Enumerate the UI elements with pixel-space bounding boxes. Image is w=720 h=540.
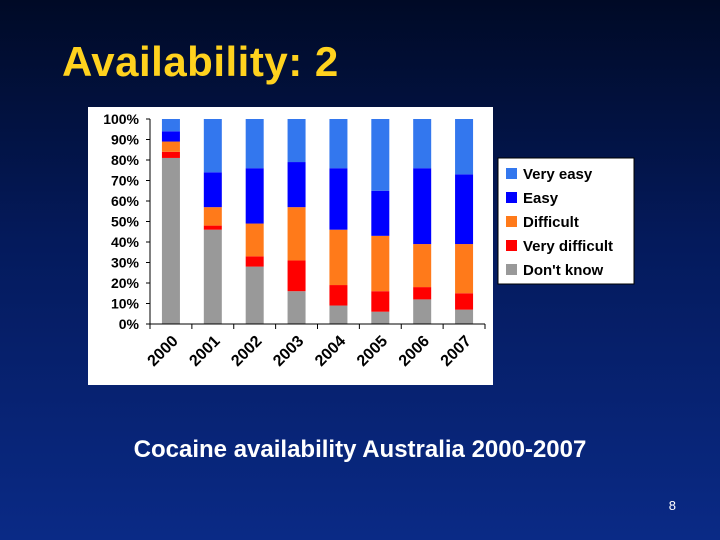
bar-segment bbox=[203, 229, 222, 324]
legend-swatch bbox=[506, 264, 517, 275]
bar-segment bbox=[203, 225, 222, 230]
legend-swatch bbox=[506, 216, 517, 227]
y-tick-label: 90% bbox=[111, 132, 140, 148]
slide-title: Availability: 2 bbox=[62, 38, 339, 85]
bar-segment bbox=[329, 229, 348, 286]
legend-box bbox=[497, 157, 635, 285]
y-tick-label: 40% bbox=[111, 234, 140, 250]
bar-segment bbox=[287, 260, 306, 292]
legend-swatch bbox=[506, 240, 517, 251]
legend-label: Very difficult bbox=[523, 238, 613, 255]
legend-swatch bbox=[506, 168, 517, 179]
y-tick-label: 20% bbox=[111, 275, 140, 291]
legend-label: Very easy bbox=[523, 166, 593, 183]
slide-number: 8 bbox=[668, 498, 676, 513]
bar-segment bbox=[329, 305, 348, 324]
bar-segment bbox=[329, 168, 348, 230]
y-tick-label: 80% bbox=[111, 152, 140, 168]
bar-segment bbox=[371, 291, 390, 312]
y-tick-label: 10% bbox=[111, 296, 140, 312]
bar-segment bbox=[287, 207, 306, 261]
bar-segment bbox=[287, 291, 306, 324]
bar-segment bbox=[371, 311, 390, 324]
y-tick-label: 60% bbox=[111, 193, 140, 209]
bars bbox=[161, 119, 474, 324]
bar-segment bbox=[203, 207, 222, 226]
bar-segment bbox=[245, 119, 264, 169]
y-tick-label: 30% bbox=[111, 255, 140, 271]
bar-segment bbox=[245, 266, 264, 324]
chart-legend: Very easy Easy Difficult Very difficult Don'… bbox=[497, 157, 635, 285]
bar-segment bbox=[161, 151, 180, 158]
bar-segment bbox=[329, 285, 348, 306]
bar-segment bbox=[455, 244, 474, 294]
bar-segment bbox=[245, 223, 264, 257]
bar-segment bbox=[413, 287, 432, 300]
y-tick-label: 50% bbox=[111, 214, 140, 230]
legend-swatch bbox=[506, 192, 517, 203]
bar-segment bbox=[455, 119, 474, 175]
bar-segment bbox=[161, 131, 180, 142]
bar-segment bbox=[455, 293, 474, 310]
bar-segment bbox=[413, 168, 432, 245]
legend-label: Difficult bbox=[523, 214, 579, 231]
bar-segment bbox=[413, 244, 432, 288]
bar-segment bbox=[203, 119, 222, 173]
y-tick-label: 100% bbox=[103, 111, 139, 127]
bar-segment bbox=[371, 190, 390, 236]
bar-segment bbox=[413, 119, 432, 169]
bar-segment bbox=[455, 309, 474, 324]
bar-segment bbox=[203, 172, 222, 208]
bar-segment bbox=[371, 235, 390, 292]
y-tick-label: 0% bbox=[119, 316, 140, 332]
y-tick-label: 70% bbox=[111, 173, 140, 189]
bar-segment bbox=[455, 174, 474, 245]
bar-segment bbox=[413, 299, 432, 324]
bar-segment bbox=[329, 119, 348, 169]
legend-label: Don't know bbox=[523, 262, 604, 279]
bar-segment bbox=[245, 256, 264, 267]
bar-segment bbox=[161, 119, 180, 132]
legend-label: Easy bbox=[523, 190, 559, 207]
bar-segment bbox=[161, 157, 180, 324]
chart-caption: Cocaine availability Australia 2000-2007 bbox=[133, 436, 587, 463]
bar-segment bbox=[371, 119, 390, 191]
bar-segment bbox=[245, 168, 264, 224]
bar-segment bbox=[287, 162, 306, 208]
bar-segment bbox=[161, 141, 180, 152]
y-axis-ticks: 0% 10% 20% 30% 40% 50% 60% 70% 80% 90% 100% bbox=[103, 111, 150, 332]
bar-segment bbox=[287, 119, 306, 163]
